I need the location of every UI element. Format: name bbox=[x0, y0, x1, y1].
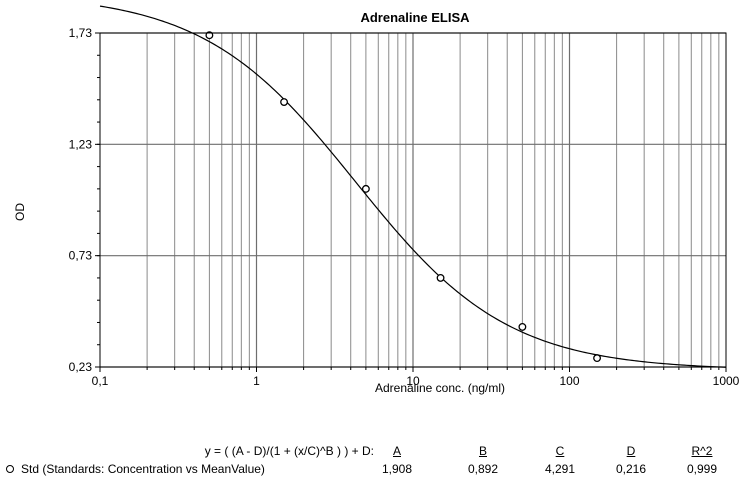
header-c: C bbox=[555, 444, 565, 458]
chart-title: Adrenaline ELISA bbox=[360, 10, 470, 25]
value-r2: 0,999 bbox=[686, 462, 718, 476]
series-marker-icon bbox=[6, 465, 14, 473]
data-points bbox=[205, 31, 602, 363]
data-point bbox=[205, 31, 214, 40]
x-axis-label: Adrenaline conc. (ng/ml) bbox=[375, 381, 505, 395]
x-tick-label: 100 bbox=[559, 374, 579, 388]
y-tick-label: 0,23 bbox=[69, 360, 93, 374]
data-point bbox=[518, 322, 527, 331]
fit-equation: y = ( (A - D)/(1 + (x/C)^B ) ) + D: bbox=[204, 444, 374, 458]
legend-series-row: Std (Standards: Concentration vs MeanVal… bbox=[0, 462, 742, 480]
header-r2: R^2 bbox=[691, 444, 713, 458]
header-b: B bbox=[478, 444, 487, 458]
value-a: 1,908 bbox=[381, 462, 413, 476]
x-tick-label: 1000 bbox=[713, 374, 740, 388]
x-axis-ticks: 0,1 1 10 100 1000 bbox=[92, 367, 740, 388]
header-a: A bbox=[392, 444, 401, 458]
value-c: 4,291 bbox=[544, 462, 576, 476]
legend-header-row: y = ( (A - D)/(1 + (x/C)^B ) ) + D: A B … bbox=[0, 444, 742, 462]
x-tick-label: 10 bbox=[406, 374, 420, 388]
value-d: 0,216 bbox=[615, 462, 647, 476]
y-tick-label: 1,23 bbox=[69, 137, 93, 151]
x-tick-label: 0,1 bbox=[92, 374, 109, 388]
grid-lines bbox=[100, 32, 726, 368]
data-point bbox=[280, 98, 289, 106]
y-tick-label: 0,73 bbox=[69, 249, 93, 263]
y-tick-label: 1,73 bbox=[69, 26, 93, 40]
x-tick-label: 1 bbox=[253, 374, 260, 388]
data-point bbox=[436, 273, 445, 282]
chart-area: 0,23 0,73 1,23 1,73 0,1 1 10 100 1000 Adrenalin… bbox=[13, 5, 740, 395]
value-b: 0,892 bbox=[467, 462, 499, 476]
fit-curve bbox=[99, 5, 727, 368]
series-label: Std (Standards: Concentration vs MeanVal… bbox=[21, 462, 265, 476]
data-point bbox=[593, 354, 602, 363]
data-point bbox=[361, 184, 370, 193]
y-axis-ticks: 0,23 0,73 1,23 1,73 bbox=[69, 26, 100, 374]
y-axis-label: OD bbox=[13, 203, 27, 221]
header-d: D bbox=[626, 444, 636, 458]
